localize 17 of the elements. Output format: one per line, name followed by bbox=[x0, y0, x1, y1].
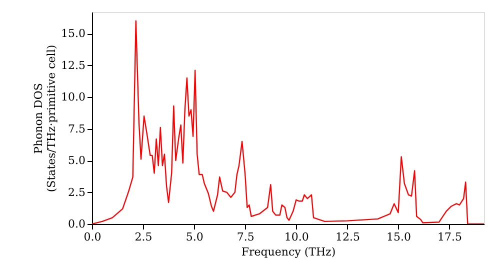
y-tick-label: 5.0 bbox=[68, 154, 86, 168]
x-tick-label: 12.5 bbox=[335, 230, 360, 244]
y-tick-label: 0.0 bbox=[68, 218, 86, 230]
x-tick-label: 0.0 bbox=[84, 230, 102, 244]
y-tick-label: 15.0 bbox=[61, 27, 86, 40]
x-axis-title: Frequency (THz) bbox=[241, 246, 336, 258]
y-tick-label: 12.5 bbox=[61, 58, 86, 72]
x-tick-label: 17.5 bbox=[438, 230, 462, 244]
y-tick-label: 2.5 bbox=[68, 186, 86, 199]
x-tick-label: 15.0 bbox=[386, 230, 411, 244]
y-axis-title: Phonon DOS (States/THz·primitive cell) bbox=[32, 44, 58, 192]
x-tick-label: 5.0 bbox=[186, 230, 204, 244]
x-tick-label: 7.5 bbox=[236, 230, 254, 244]
x-tick-label: 2.5 bbox=[134, 230, 152, 244]
y-tick-label: 7.5 bbox=[68, 122, 86, 136]
y-tick-label: 10.0 bbox=[61, 90, 86, 104]
x-tick-label: 10.0 bbox=[284, 230, 309, 244]
